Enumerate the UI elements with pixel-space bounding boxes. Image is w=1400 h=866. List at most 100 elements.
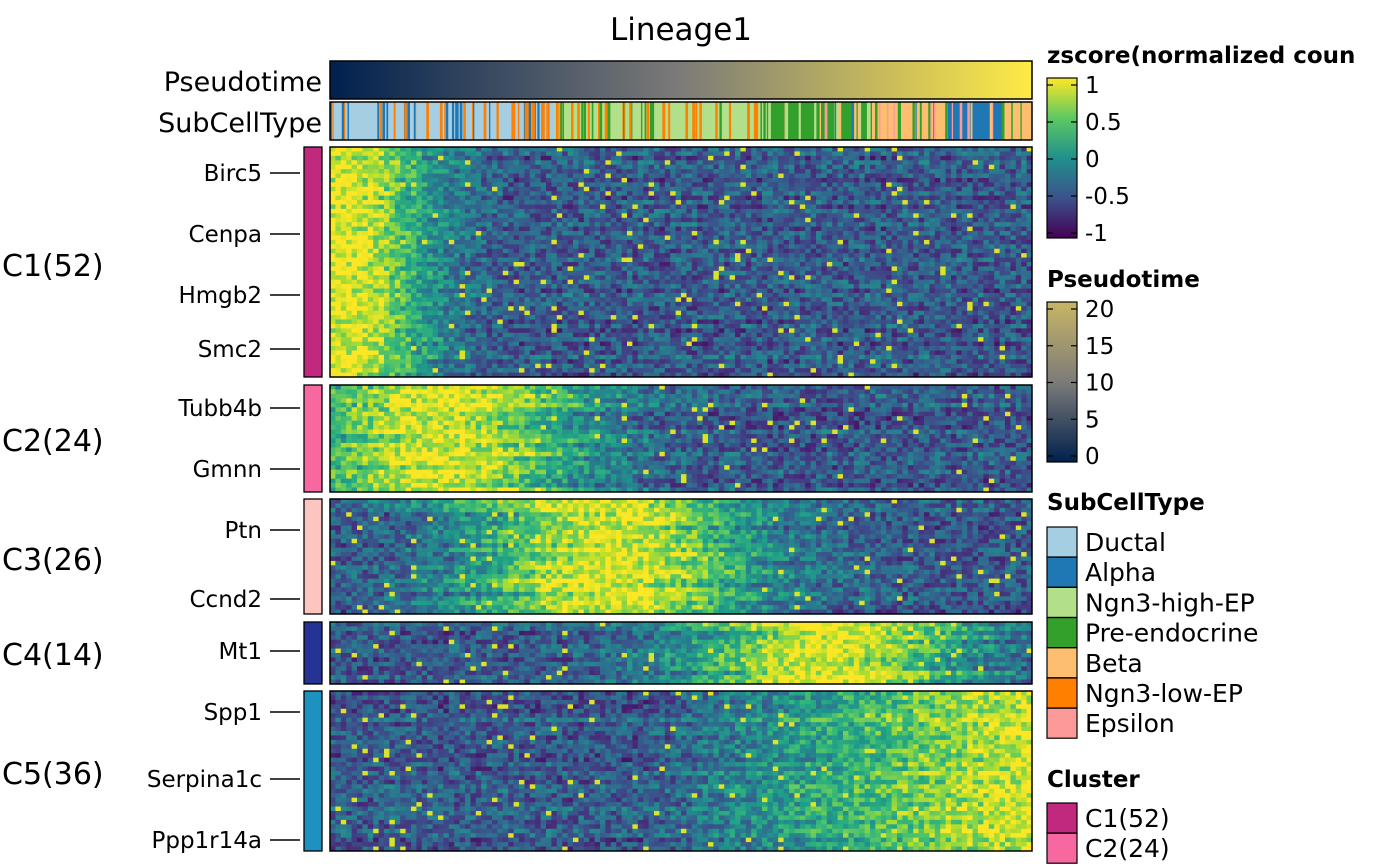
heatmap-cell xyxy=(767,292,774,298)
heatmap-cell xyxy=(394,257,401,263)
heatmap-cell xyxy=(794,226,801,232)
heatmap-cell xyxy=(837,195,844,201)
heatmap-cell xyxy=(508,279,514,285)
heatmap-cell xyxy=(897,306,903,312)
heatmap-cell xyxy=(540,235,547,241)
heatmap-cell xyxy=(346,248,352,254)
heatmap-cell xyxy=(524,191,531,197)
heatmap-cell xyxy=(351,186,358,192)
heatmap-cell xyxy=(481,186,487,192)
heatmap-cell xyxy=(648,235,655,241)
heatmap-cell xyxy=(378,204,385,210)
heatmap-cell xyxy=(567,235,574,241)
heatmap-cell xyxy=(373,160,379,166)
heatmap-cell xyxy=(362,191,369,197)
heatmap-cell xyxy=(400,217,406,223)
heatmap-cell xyxy=(400,195,406,201)
heatmap-cell xyxy=(994,208,1000,214)
heatmap-cell xyxy=(362,195,369,201)
heatmap-cell xyxy=(940,288,946,294)
heatmap-cell xyxy=(627,217,633,223)
heatmap-cell xyxy=(778,182,784,188)
heatmap-cell xyxy=(610,182,617,188)
heatmap-cell xyxy=(681,182,687,188)
heatmap-cell xyxy=(891,279,898,285)
heatmap-cell xyxy=(983,266,990,272)
heatmap-cell xyxy=(702,226,709,232)
heatmap-cell xyxy=(373,213,379,219)
heatmap-cell xyxy=(605,235,612,241)
heatmap-cell xyxy=(367,222,374,228)
heatmap-cell xyxy=(897,213,903,219)
heatmap-cell xyxy=(718,288,725,294)
heatmap-cell xyxy=(708,226,714,232)
heatmap-cell xyxy=(945,284,952,289)
heatmap-cell xyxy=(600,248,606,254)
heatmap-cell xyxy=(864,297,871,303)
heatmap-cell xyxy=(924,177,930,183)
heatmap-cell xyxy=(1005,297,1011,303)
heatmap-cell xyxy=(805,222,811,228)
heatmap-cell xyxy=(805,257,811,263)
heatmap-cell xyxy=(789,275,795,281)
heatmap-cell xyxy=(492,160,498,166)
heatmap-cell xyxy=(853,248,860,254)
heatmap-cell xyxy=(616,231,622,236)
heatmap-cell xyxy=(1026,151,1033,157)
heatmap-cell xyxy=(945,217,952,223)
heatmap-cell xyxy=(886,164,892,170)
heatmap-cell xyxy=(967,208,973,214)
heatmap-cell xyxy=(681,151,687,157)
heatmap-cell xyxy=(556,292,563,298)
heatmap-cell xyxy=(702,177,709,183)
heatmap-cell xyxy=(567,253,574,258)
heatmap-cell xyxy=(940,270,946,276)
heatmap-cell xyxy=(654,160,660,166)
heatmap-cell xyxy=(924,306,930,312)
heatmap-cell xyxy=(432,200,439,205)
heatmap-cell xyxy=(405,195,412,201)
heatmap-cell xyxy=(546,262,552,267)
heatmap-cell xyxy=(546,284,552,289)
heatmap-cell xyxy=(870,164,876,170)
heatmap-cell xyxy=(394,266,401,272)
heatmap-cell xyxy=(524,253,531,258)
heatmap-cell xyxy=(346,186,352,192)
heatmap-cell xyxy=(810,186,817,192)
heatmap-cell xyxy=(821,235,828,241)
heatmap-cell xyxy=(600,297,606,303)
subcelltype-cell-mark xyxy=(426,102,429,140)
heatmap-cell xyxy=(448,292,455,298)
heatmap-cell xyxy=(718,213,725,219)
heatmap-cell xyxy=(864,195,871,201)
heatmap-cell xyxy=(389,195,396,201)
heatmap-cell xyxy=(1010,239,1017,245)
heatmap-cell xyxy=(362,173,369,179)
heatmap-cell xyxy=(610,297,617,303)
heatmap-cell xyxy=(454,186,460,192)
heatmap-cell xyxy=(659,257,666,263)
heatmap-cell xyxy=(340,155,347,161)
heatmap-cell xyxy=(1021,231,1027,236)
heatmap-cell xyxy=(886,301,892,307)
heatmap-cell xyxy=(578,239,585,245)
heatmap-cell xyxy=(783,262,790,267)
heatmap-cell xyxy=(762,266,768,272)
heatmap-cell xyxy=(556,213,563,219)
heatmap-cell xyxy=(421,213,428,219)
heatmap-cell xyxy=(708,186,714,192)
heatmap-cell xyxy=(886,279,892,285)
heatmap-cell xyxy=(832,177,838,183)
heatmap-cell xyxy=(891,297,898,303)
heatmap-cell xyxy=(681,292,687,298)
heatmap-cell xyxy=(481,288,487,294)
heatmap-cell xyxy=(724,248,730,254)
heatmap-cell xyxy=(729,275,736,281)
heatmap-cell xyxy=(448,270,455,276)
heatmap-cell xyxy=(1026,226,1033,232)
heatmap-cell xyxy=(988,222,995,228)
heatmap-cell xyxy=(535,182,541,188)
heatmap-cell xyxy=(567,173,574,179)
heatmap-cell xyxy=(853,169,860,174)
heatmap-cell xyxy=(691,164,698,170)
